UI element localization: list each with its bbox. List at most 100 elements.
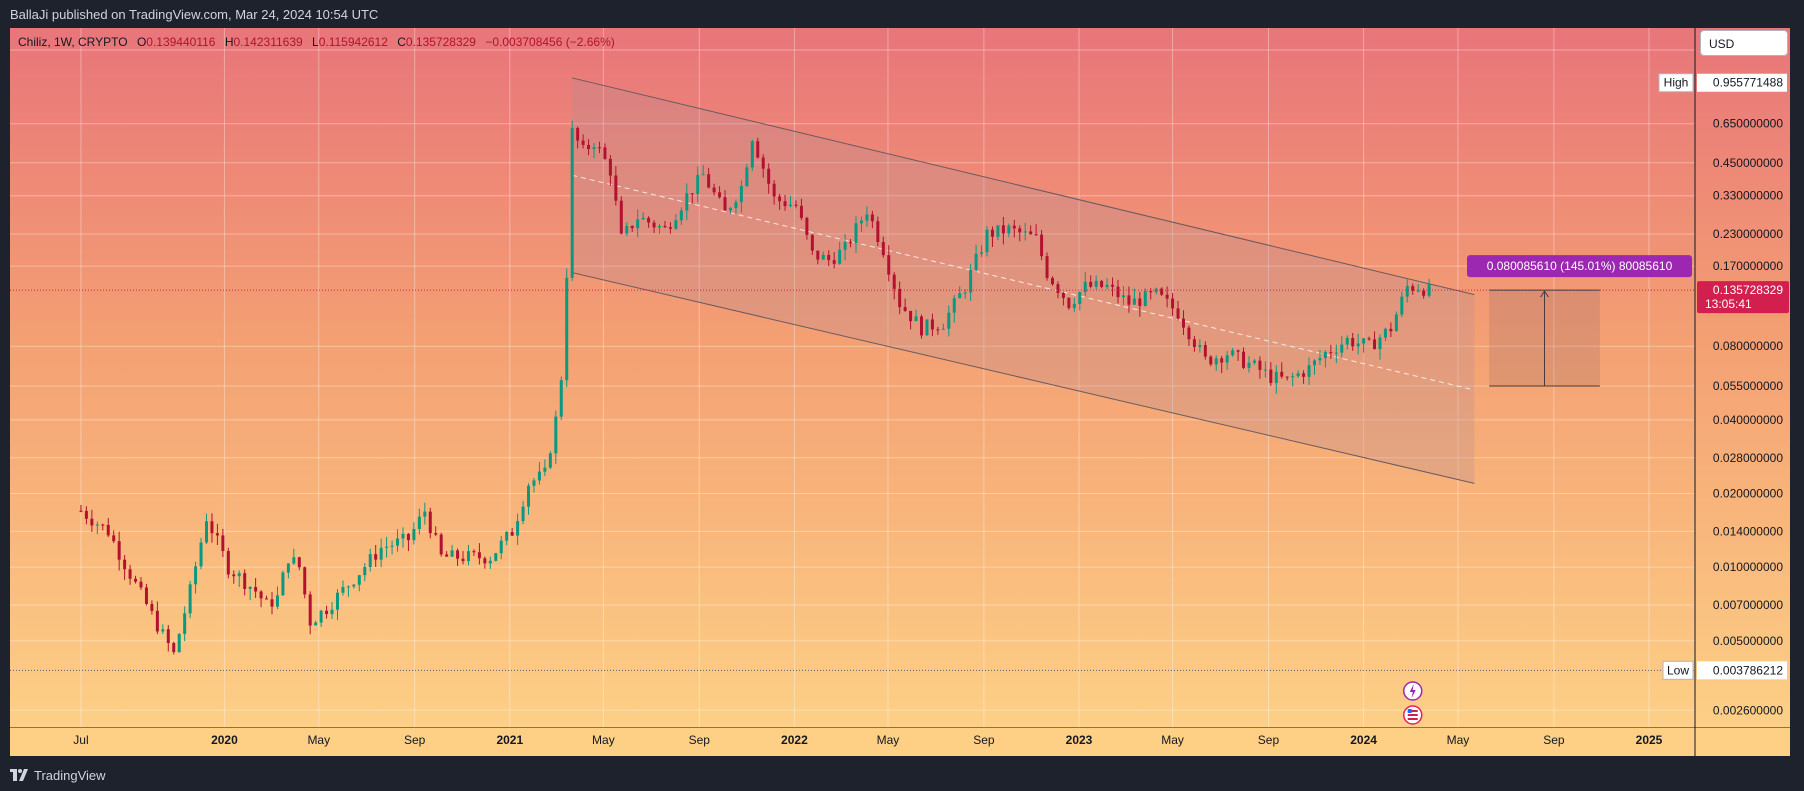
candle-up [1394, 314, 1398, 332]
candle-down [134, 578, 138, 582]
candle-up [854, 223, 858, 244]
flag-stripe [1407, 710, 1418, 712]
currency-selector[interactable]: USD [1700, 30, 1788, 56]
candle-down [652, 222, 656, 228]
candle-up [739, 185, 743, 203]
candle-down [718, 192, 722, 198]
candle-up [1296, 373, 1300, 377]
low-label: L [312, 35, 319, 49]
candle-down [1203, 345, 1207, 357]
candle-up [423, 511, 427, 517]
candle-up [1307, 365, 1311, 377]
channel-upper-line[interactable] [572, 77, 1475, 296]
candle-up [396, 538, 400, 546]
candle-down [603, 147, 607, 159]
candle-down [1138, 298, 1142, 306]
candle-down [483, 558, 487, 564]
candle-up [335, 592, 339, 610]
candle-up [565, 277, 569, 381]
close-label: C [397, 35, 406, 49]
candle-up [1023, 231, 1027, 233]
tradingview-logo-icon [10, 769, 28, 781]
candle-down [832, 260, 836, 264]
candle-up [952, 298, 956, 313]
candle-up [450, 550, 454, 557]
candle-up [341, 587, 345, 593]
candle-up [357, 575, 361, 585]
candle-down [772, 183, 776, 197]
candle-down [1389, 328, 1393, 332]
candle-up [1400, 296, 1404, 315]
candle-up [95, 524, 99, 526]
candle-down [712, 187, 716, 193]
candle-down [1160, 288, 1164, 295]
candle-down [150, 603, 154, 611]
candle-down [668, 227, 672, 229]
price-axis-label: 0.650000000 [1713, 117, 1783, 131]
price-axis-label: 0.230000000 [1713, 227, 1783, 241]
time-axis-label: 2021 [496, 733, 523, 747]
candle-up [379, 547, 383, 560]
high-value: 0.142311639 [233, 35, 303, 49]
candle-down [805, 217, 809, 235]
candle-down [232, 574, 236, 577]
time-axis-label: May [1447, 733, 1470, 747]
candle-down [614, 175, 618, 201]
time-axis-label: 2024 [1350, 733, 1377, 747]
candle-down [226, 551, 230, 575]
price-axis-label: 0.040000000 [1713, 413, 1783, 427]
candle-down [1373, 339, 1377, 350]
candle-up [969, 269, 973, 293]
channel-median-dashed-line[interactable] [572, 174, 1475, 391]
candle-down [144, 587, 148, 604]
candle-down [166, 629, 170, 644]
high-marker-box [1658, 73, 1694, 93]
candle-up [1383, 328, 1387, 338]
candle-down [374, 554, 378, 560]
candle-down [123, 559, 127, 570]
candle-up [188, 584, 192, 614]
time-axis-label: May [877, 733, 900, 747]
measure-label-box [1467, 255, 1692, 278]
candle-down [1018, 228, 1022, 233]
candle-up [592, 147, 596, 149]
channel-lower-line[interactable] [572, 272, 1475, 484]
candle-down [308, 594, 312, 626]
candle-up [319, 610, 323, 623]
symbol-name[interactable]: Chiliz, 1W, CRYPTO [18, 35, 128, 49]
candle-down [1089, 281, 1093, 287]
candle-up [914, 316, 918, 322]
candle-up [658, 226, 662, 228]
candle-up [494, 553, 498, 561]
candle-up [641, 217, 645, 220]
candle-up [417, 516, 421, 529]
candle-up [570, 127, 574, 278]
candle-up [1291, 376, 1295, 378]
candle-up [537, 471, 541, 481]
footer: TradingView [10, 766, 106, 784]
candle-up [679, 210, 683, 221]
candle-down [128, 569, 132, 579]
candle-up [1225, 355, 1229, 363]
price-axis-label: 0.014000000 [1713, 524, 1783, 538]
candle-up [1312, 360, 1316, 366]
candle-down [1034, 234, 1038, 236]
candle-down [254, 586, 258, 592]
candle-up [745, 167, 749, 186]
low-price-value: 0.003786212 [1713, 663, 1783, 677]
candle-up [1083, 281, 1087, 293]
candle-up [958, 293, 962, 299]
candle-up [204, 521, 208, 543]
candle-down [1280, 371, 1284, 377]
high-price-value: 0.955771488 [1713, 76, 1783, 90]
low-marker-box [1662, 660, 1694, 680]
candle-down [1351, 337, 1355, 347]
candle-down [1181, 318, 1185, 328]
candle-up [674, 220, 678, 229]
candle-up [543, 467, 547, 472]
candle-down [1285, 376, 1289, 378]
candle-up [1345, 337, 1349, 345]
time-axis-label: 2020 [211, 733, 238, 747]
candle-down [849, 242, 853, 244]
